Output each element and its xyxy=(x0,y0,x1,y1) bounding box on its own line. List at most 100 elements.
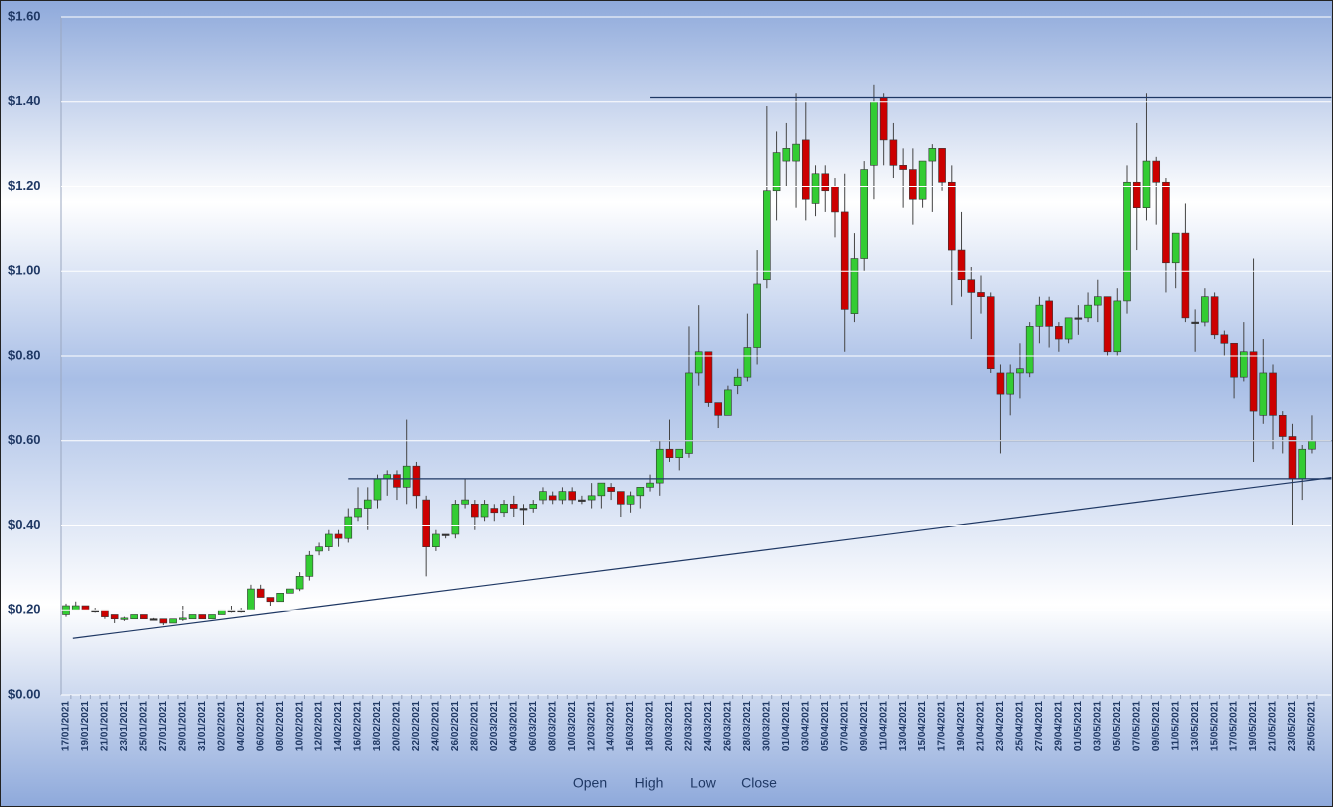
candle-body xyxy=(509,504,518,509)
x-tick-label: 29/01/2021 xyxy=(177,701,188,751)
candle-body xyxy=(860,169,868,259)
candle-body xyxy=(1269,372,1277,416)
candle-body xyxy=(1298,448,1307,480)
x-tick-label: 21/01/2021 xyxy=(100,701,111,751)
candle-body xyxy=(636,487,645,497)
x-tick-label: 16/03/2021 xyxy=(625,701,636,751)
x-tick-label: 15/04/2021 xyxy=(917,701,928,751)
x-tick-label: 05/04/2021 xyxy=(820,701,831,751)
candle-body xyxy=(782,148,791,162)
x-tick-label: 03/05/2021 xyxy=(1092,701,1103,751)
candle-body xyxy=(646,482,654,488)
candle-body xyxy=(1288,436,1297,480)
candle-body xyxy=(1278,415,1287,437)
candle-body xyxy=(685,372,693,454)
x-tick-label: 17/01/2021 xyxy=(61,701,72,751)
candle-body xyxy=(1220,334,1229,344)
candle-body xyxy=(724,389,732,416)
x-tick-label: 11/05/2021 xyxy=(1170,701,1181,751)
candle-body xyxy=(967,279,976,293)
x-tick-label: 01/04/2021 xyxy=(781,701,792,751)
y-tick-label: $1.60 xyxy=(8,8,41,23)
legend-entry: Low xyxy=(690,775,717,791)
x-tick-label: 18/02/2021 xyxy=(372,701,383,751)
x-tick-label: 31/01/2021 xyxy=(197,701,208,751)
legend-entry: High xyxy=(635,775,664,791)
x-tick-label: 10/02/2021 xyxy=(294,701,305,751)
x-tick-label: 24/02/2021 xyxy=(431,701,442,751)
candle-body xyxy=(675,448,684,459)
y-tick-label: $0.80 xyxy=(8,347,41,362)
y-tick-label: $1.20 xyxy=(8,178,41,193)
x-tick-label: 20/02/2021 xyxy=(392,701,403,751)
x-tick-label: 13/05/2021 xyxy=(1190,701,1201,751)
candle-body xyxy=(1308,440,1316,450)
candle-body xyxy=(792,143,800,162)
candle-body xyxy=(354,508,362,518)
candle-body xyxy=(432,533,440,547)
candle-body xyxy=(704,351,713,403)
x-tick-label: 21/04/2021 xyxy=(976,701,987,751)
candle-body xyxy=(568,491,576,501)
x-tick-label: 12/03/2021 xyxy=(586,701,597,751)
candle-body xyxy=(120,617,129,620)
x-tick-label: 04/03/2021 xyxy=(508,701,519,751)
candle-body xyxy=(1025,326,1034,374)
candle-body xyxy=(899,165,907,170)
candle-body xyxy=(529,504,538,509)
candle-body xyxy=(889,139,898,166)
reference-line xyxy=(72,477,1332,639)
candle-body xyxy=(480,504,489,518)
candle-body xyxy=(1045,300,1053,327)
x-tick-label: 27/04/2021 xyxy=(1034,701,1045,751)
candle-body xyxy=(169,618,177,624)
candle-body xyxy=(947,181,956,251)
x-tick-label: 08/03/2021 xyxy=(547,701,558,751)
x-tick-label: 25/05/2021 xyxy=(1307,701,1318,751)
candle-body xyxy=(247,588,255,611)
x-tick-label: 26/02/2021 xyxy=(450,701,461,751)
candle-body xyxy=(821,173,830,192)
candle-body xyxy=(587,495,596,501)
candle-body xyxy=(383,474,392,480)
candle-body xyxy=(1103,296,1112,353)
candle-body xyxy=(831,186,839,213)
y-tick-label: $0.60 xyxy=(8,432,41,447)
candle-body xyxy=(393,474,401,488)
candle-body xyxy=(607,487,615,492)
x-tick-label: 10/03/2021 xyxy=(567,701,578,751)
candle-body xyxy=(500,504,508,514)
x-tick-label: 23/01/2021 xyxy=(119,701,130,751)
candle-body xyxy=(665,448,674,459)
candle-body xyxy=(266,597,275,603)
candle-body xyxy=(159,618,168,624)
x-tick-label: 12/02/2021 xyxy=(314,701,325,751)
x-tick-label: 08/02/2021 xyxy=(275,701,286,751)
x-tick-label: 03/04/2021 xyxy=(800,701,811,751)
x-tick-label: 07/05/2021 xyxy=(1131,701,1142,751)
x-tick-label: 18/03/2021 xyxy=(645,701,656,751)
candle-body xyxy=(110,614,119,620)
candle-body xyxy=(188,614,197,620)
candle-body xyxy=(1230,342,1238,378)
candle-body xyxy=(558,491,567,501)
candle-body xyxy=(539,491,547,501)
candle-body xyxy=(179,617,187,620)
candle-body xyxy=(1006,372,1014,395)
candle-body xyxy=(315,546,323,552)
candle-body xyxy=(344,516,353,539)
candle-body xyxy=(714,402,722,416)
candle-body xyxy=(694,351,703,374)
candle-body xyxy=(1181,232,1190,319)
candle-body xyxy=(909,169,917,200)
candle-body xyxy=(655,448,664,484)
candle-body xyxy=(1240,351,1248,378)
x-tick-label: 19/04/2021 xyxy=(956,701,967,751)
y-tick-label: $1.00 xyxy=(8,263,41,278)
candle-body xyxy=(1171,232,1180,264)
candle-body xyxy=(626,495,635,505)
x-tick-label: 27/01/2021 xyxy=(158,701,169,751)
candle-body xyxy=(1259,372,1268,416)
x-tick-label: 23/04/2021 xyxy=(995,701,1006,751)
